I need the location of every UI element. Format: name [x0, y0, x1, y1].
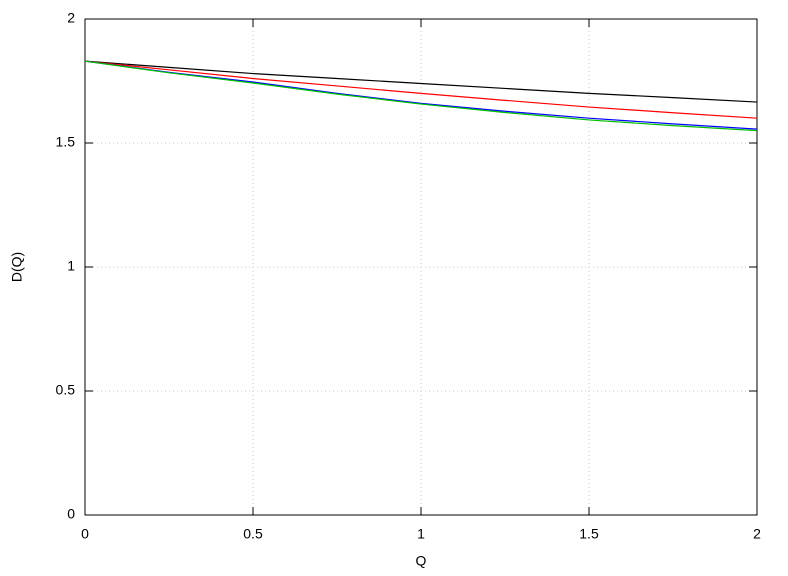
plot-frame	[84, 18, 758, 516]
x-tick-label: 1	[417, 526, 425, 542]
data-line	[84, 60, 758, 132]
y-axis-label: D(Q)	[9, 252, 25, 282]
x-axis-label: Q	[416, 553, 427, 569]
x-tick-label: 2	[753, 526, 761, 542]
y-tick-label: 0.5	[56, 382, 76, 398]
x-tick-label: 0.5	[243, 526, 263, 542]
y-tick-label: 2	[67, 10, 75, 26]
y-tick-label: 0	[67, 506, 75, 522]
data-line	[84, 60, 758, 103]
x-tick-label: 1.5	[579, 526, 599, 542]
x-tick-label: 0	[81, 526, 89, 542]
data-line	[84, 60, 758, 130]
y-tick-label: 1	[67, 258, 75, 274]
data-line	[84, 60, 758, 119]
y-tick-label: 1.5	[56, 134, 76, 150]
